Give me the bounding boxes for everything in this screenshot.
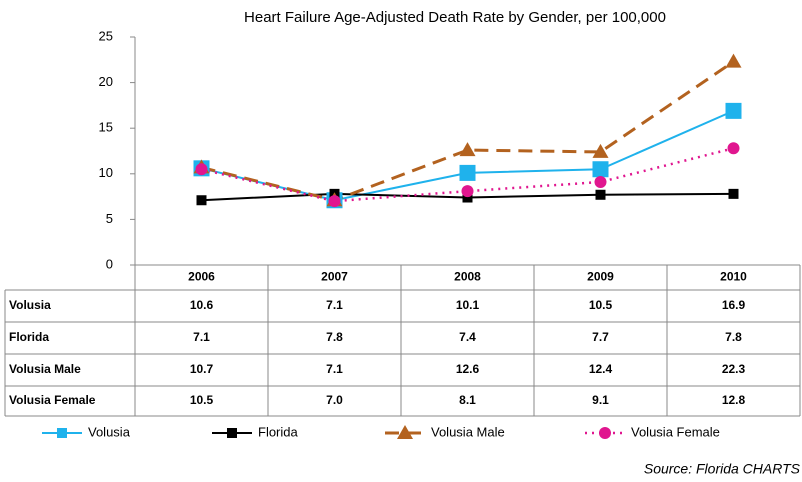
row-label: Volusia [9, 298, 51, 312]
y-tick-label: 20 [99, 74, 113, 89]
table-value: 10.5 [589, 298, 613, 312]
x-tick-label: 2007 [321, 270, 348, 284]
row-label: Volusia Female [9, 393, 96, 407]
table-value: 10.6 [190, 298, 214, 312]
table-value: 10.5 [190, 393, 214, 407]
y-tick-label: 5 [106, 211, 113, 226]
row-label: Florida [9, 330, 49, 344]
marker [725, 53, 742, 68]
table-value: 7.4 [459, 330, 476, 344]
source: Source: Florida CHARTS [644, 461, 801, 477]
table-value: 10.7 [190, 362, 214, 376]
marker [595, 189, 606, 200]
marker [594, 176, 607, 189]
table-value: 16.9 [722, 298, 746, 312]
legend-label: Volusia Female [631, 424, 720, 439]
legend-marker [57, 428, 67, 438]
table-value: 12.6 [456, 362, 480, 376]
series-line [201, 60, 735, 202]
marker [725, 102, 742, 119]
legend-label: Volusia [88, 424, 131, 439]
marker [459, 164, 476, 181]
y-tick-label: 15 [99, 120, 113, 135]
marker [727, 142, 740, 155]
table-value: 7.1 [326, 298, 343, 312]
table-value: 12.8 [722, 393, 746, 407]
table-value: 12.4 [589, 362, 613, 376]
x-tick-label: 2009 [587, 270, 614, 284]
row-label: Volusia Male [9, 362, 81, 376]
table-value: 7.0 [326, 393, 343, 407]
marker [196, 195, 207, 206]
legend-marker [397, 425, 413, 439]
table-value: 10.1 [456, 298, 480, 312]
table-value: 7.7 [592, 330, 609, 344]
y-tick-label: 10 [99, 165, 113, 180]
table-value: 7.1 [326, 362, 343, 376]
table-value: 7.8 [725, 330, 742, 344]
table-value: 7.8 [326, 330, 343, 344]
chart-title: Heart Failure Age-Adjusted Death Rate by… [244, 9, 666, 26]
marker [592, 143, 609, 158]
x-tick-label: 2008 [454, 270, 481, 284]
table-value: 9.1 [592, 393, 609, 407]
legend-label: Volusia Male [431, 424, 505, 439]
legend-marker [227, 428, 237, 438]
marker [328, 195, 341, 208]
marker [728, 188, 739, 199]
marker [462, 192, 473, 203]
legend-label: Florida [258, 424, 299, 439]
table-value: 22.3 [722, 362, 746, 376]
x-tick-label: 2010 [720, 270, 747, 284]
table-value: 7.1 [193, 330, 210, 344]
x-tick-label: 2006 [188, 270, 215, 284]
marker [195, 163, 208, 176]
marker [461, 185, 474, 198]
series-line [201, 147, 734, 203]
marker [459, 142, 476, 157]
marker [592, 161, 609, 178]
legend-marker [599, 427, 611, 439]
y-tick-label: 0 [106, 256, 113, 271]
table-value: 8.1 [459, 393, 476, 407]
y-tick-label: 25 [99, 28, 113, 43]
